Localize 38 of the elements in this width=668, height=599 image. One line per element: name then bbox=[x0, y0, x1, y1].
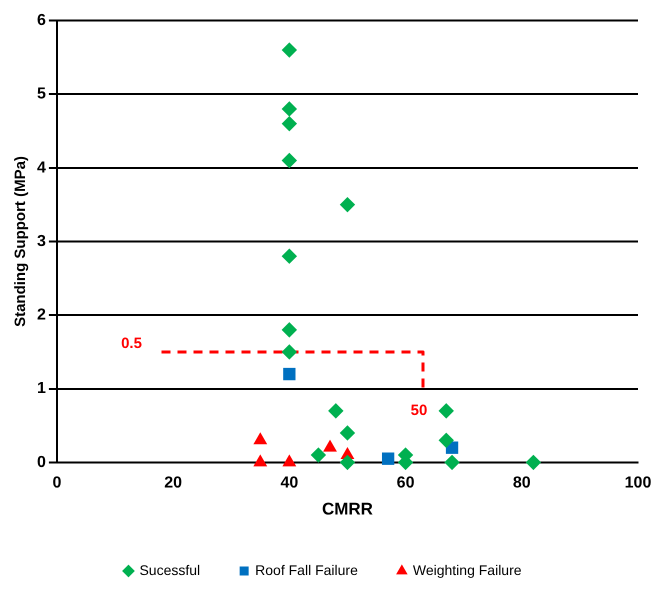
point bbox=[310, 448, 326, 463]
y-tick-label: 5 bbox=[36, 86, 46, 103]
y-tick-label: 4 bbox=[36, 159, 46, 176]
point bbox=[282, 344, 297, 360]
point bbox=[340, 197, 355, 212]
point bbox=[382, 452, 394, 465]
point bbox=[282, 322, 297, 338]
point bbox=[282, 42, 297, 58]
point bbox=[282, 116, 297, 132]
point bbox=[282, 248, 297, 264]
point bbox=[438, 403, 454, 418]
x-tick-label: 60 bbox=[396, 474, 415, 492]
y-axis-title: Standing Support (MPa) bbox=[12, 156, 30, 327]
y-tick-label: 6 bbox=[36, 12, 46, 30]
y-tick-label: 3 bbox=[36, 232, 46, 250]
y-tick-label: 2 bbox=[36, 306, 46, 324]
point bbox=[283, 368, 296, 380]
legend-label: Weighting Failure bbox=[412, 562, 522, 578]
y-tick-label: 0 bbox=[36, 454, 46, 471]
point bbox=[438, 432, 454, 448]
point bbox=[282, 153, 297, 168]
point bbox=[282, 101, 297, 116]
point bbox=[340, 425, 355, 440]
x-tick-label: 40 bbox=[280, 474, 298, 492]
y-tick-label: 1 bbox=[36, 380, 46, 398]
x-axis-title: CMRR bbox=[322, 499, 373, 518]
annotation: 0.5 bbox=[121, 335, 142, 352]
legend-label: Sucessful bbox=[139, 562, 200, 578]
x-tick-label: 0 bbox=[52, 474, 62, 492]
x-tick-label: 20 bbox=[164, 474, 182, 492]
x-tick-label: 100 bbox=[624, 474, 652, 492]
x-tick-label: 80 bbox=[512, 474, 531, 492]
point bbox=[328, 403, 344, 418]
point bbox=[444, 454, 460, 470]
legend-label: Roof Fall Failure bbox=[255, 562, 358, 578]
annotation: 50 bbox=[410, 402, 428, 419]
point bbox=[340, 454, 355, 470]
point bbox=[526, 454, 541, 470]
